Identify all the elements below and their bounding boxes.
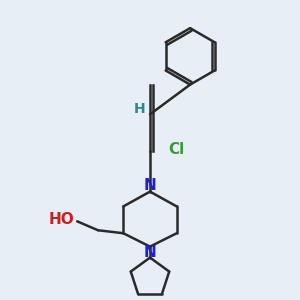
Text: N: N bbox=[144, 245, 156, 260]
Text: Cl: Cl bbox=[168, 142, 185, 157]
Text: H: H bbox=[134, 102, 146, 116]
Text: HO: HO bbox=[49, 212, 75, 227]
Text: N: N bbox=[144, 178, 156, 193]
